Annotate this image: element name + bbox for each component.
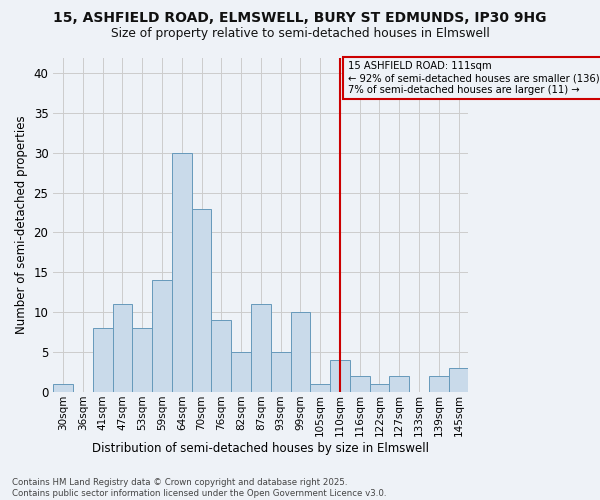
Bar: [271, 352, 290, 392]
Bar: [370, 384, 389, 392]
Bar: [191, 208, 211, 392]
Bar: [449, 368, 469, 392]
Bar: [133, 328, 152, 392]
X-axis label: Distribution of semi-detached houses by size in Elmswell: Distribution of semi-detached houses by …: [92, 442, 430, 455]
Bar: [231, 352, 251, 392]
Bar: [429, 376, 449, 392]
Text: 15 ASHFIELD ROAD: 111sqm
← 92% of semi-detached houses are smaller (136)
7% of s: 15 ASHFIELD ROAD: 111sqm ← 92% of semi-d…: [348, 62, 599, 94]
Text: Contains HM Land Registry data © Crown copyright and database right 2025.
Contai: Contains HM Land Registry data © Crown c…: [12, 478, 386, 498]
Bar: [290, 312, 310, 392]
Bar: [172, 153, 191, 392]
Bar: [211, 320, 231, 392]
Bar: [251, 304, 271, 392]
Bar: [113, 304, 133, 392]
Bar: [389, 376, 409, 392]
Bar: [152, 280, 172, 392]
Text: 15, ASHFIELD ROAD, ELMSWELL, BURY ST EDMUNDS, IP30 9HG: 15, ASHFIELD ROAD, ELMSWELL, BURY ST EDM…: [53, 11, 547, 25]
Bar: [53, 384, 73, 392]
Bar: [350, 376, 370, 392]
Bar: [93, 328, 113, 392]
Text: Size of property relative to semi-detached houses in Elmswell: Size of property relative to semi-detach…: [110, 28, 490, 40]
Bar: [330, 360, 350, 392]
Bar: [310, 384, 330, 392]
Y-axis label: Number of semi-detached properties: Number of semi-detached properties: [15, 115, 28, 334]
